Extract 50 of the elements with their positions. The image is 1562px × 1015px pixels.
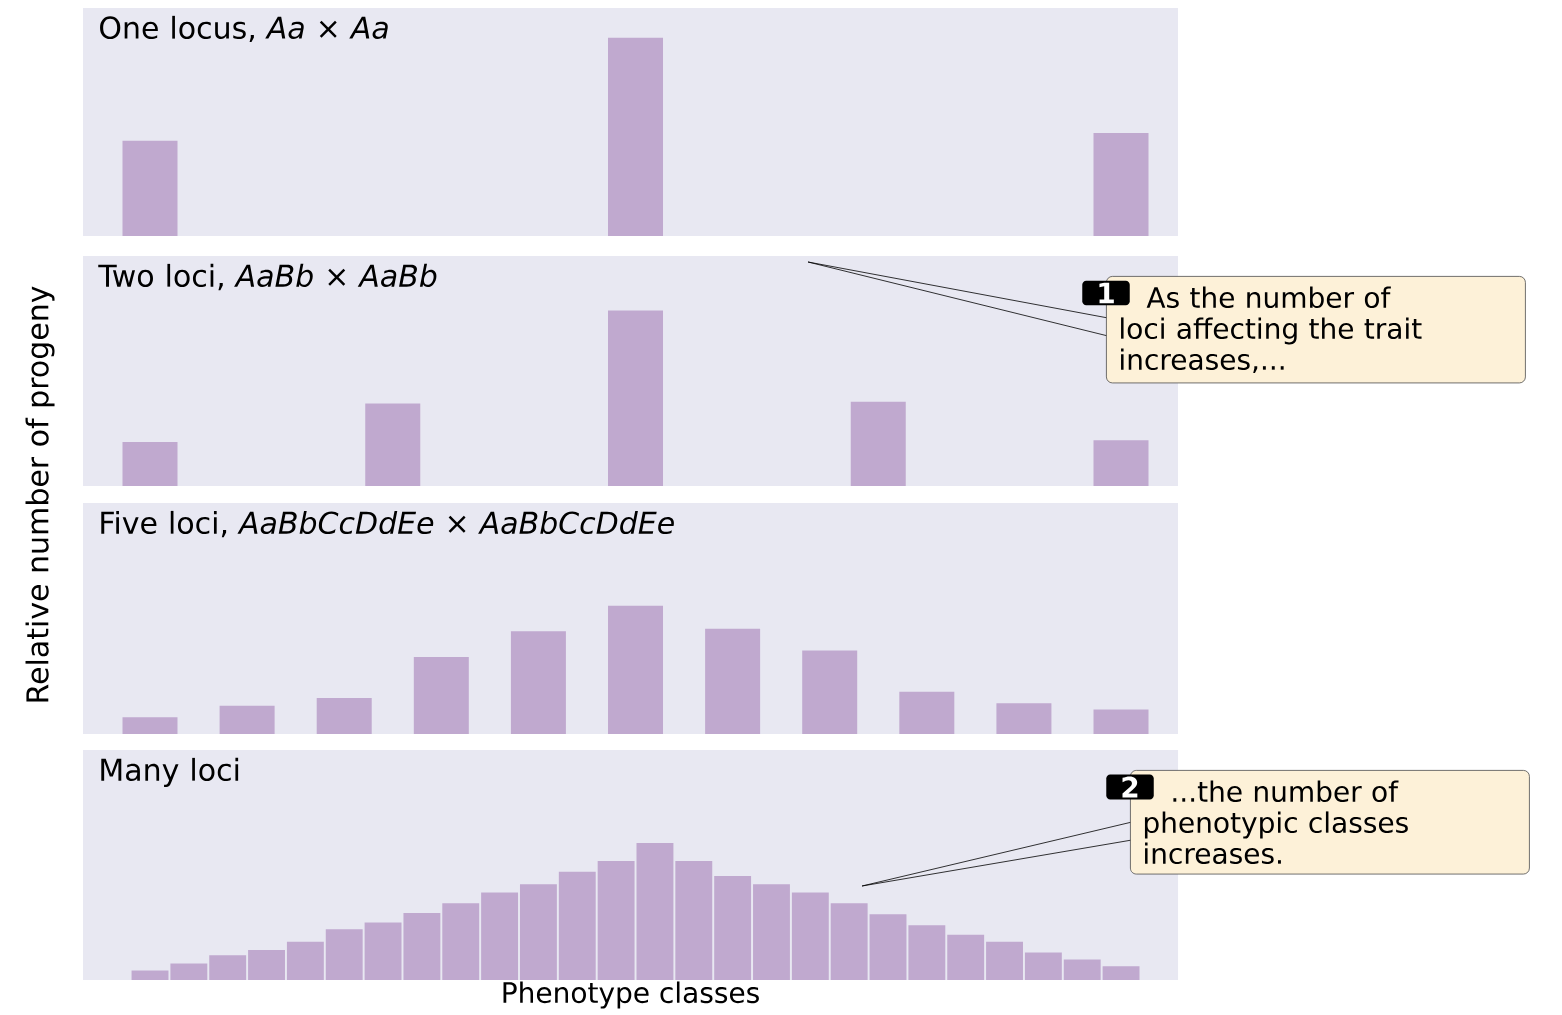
bar (947, 934, 985, 980)
bar (996, 703, 1052, 734)
bar (122, 442, 178, 486)
bar (608, 310, 664, 486)
bar (510, 631, 566, 734)
bar (1102, 966, 1140, 980)
bar (248, 949, 285, 980)
bar (791, 892, 829, 980)
bar (558, 871, 596, 980)
bar (675, 860, 713, 980)
chart-title: Two loci, AaBb × AaBb (98, 263, 437, 291)
chart-title: Five loci, AaBbCcDdEe × AaBbCcDdEe (101, 510, 674, 538)
bar (908, 925, 946, 980)
bar (325, 929, 363, 980)
annotation: As the number of loci affecting the trait increases,... (1121, 286, 1422, 373)
bar (1093, 440, 1149, 486)
bar (122, 717, 178, 734)
text: ...the number of phenotypic classes increases. (1144, 780, 1408, 864)
chart-title: One locus, Aa × Aa (100, 15, 388, 42)
bar (131, 970, 169, 980)
bar (753, 884, 790, 980)
bar (1063, 959, 1101, 980)
bar (209, 955, 247, 980)
x-axis-title: Phenotype classes (503, 981, 759, 1009)
bar (316, 697, 372, 734)
bar (519, 884, 557, 980)
bar (850, 401, 906, 486)
bar (219, 705, 275, 734)
bar (869, 914, 907, 980)
bar (714, 875, 752, 980)
bar (286, 941, 324, 980)
bar (705, 628, 761, 734)
bar (802, 650, 858, 734)
bar (1024, 952, 1062, 980)
bar (1093, 709, 1149, 734)
text: 2 (1122, 776, 1138, 798)
bar (170, 963, 208, 980)
bar (365, 403, 421, 486)
bar (899, 691, 955, 734)
bar (413, 656, 469, 734)
bar (442, 903, 480, 980)
bar (608, 605, 664, 734)
bar (830, 903, 868, 980)
bar (636, 843, 674, 980)
y-axis-title: Relative number of progeny (25, 286, 55, 702)
bar (481, 892, 519, 980)
chart-title: Many loci (101, 757, 239, 787)
text: 1 (1099, 282, 1114, 304)
bar (986, 941, 1023, 980)
bar (597, 860, 635, 980)
